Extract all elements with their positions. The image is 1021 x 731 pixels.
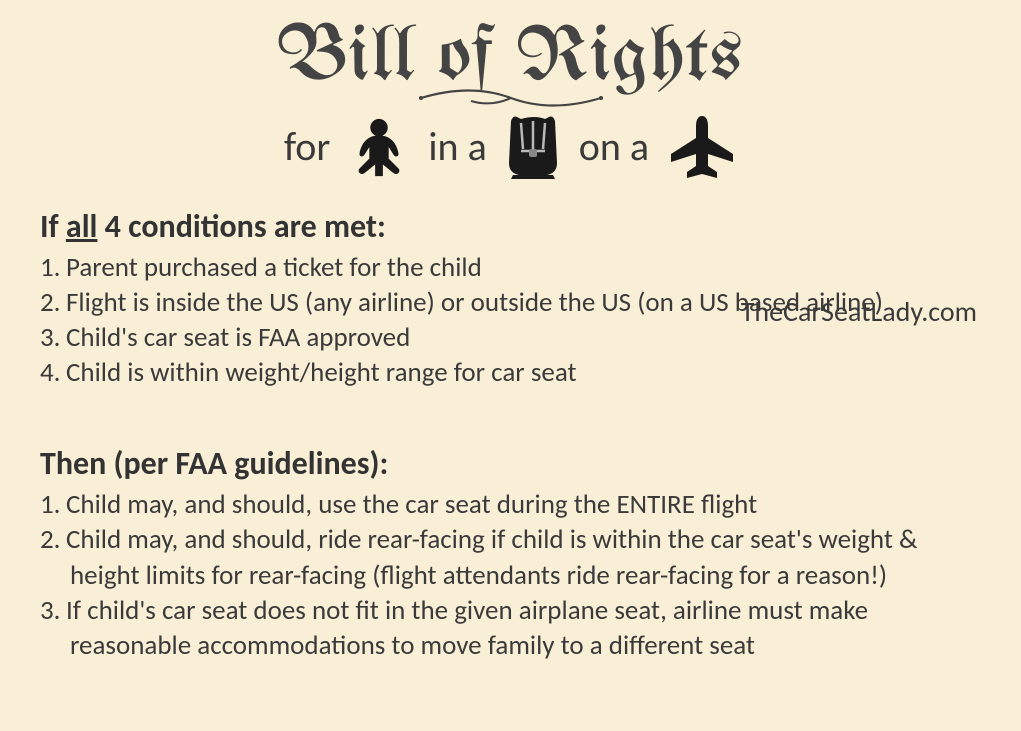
guidelines-list: 1.Child may, and should, use the car sea… (40, 487, 981, 662)
cond-item-3: Child's car seat is FAA approved (66, 321, 410, 354)
list-item: 1.Child may, and should, use the car sea… (40, 487, 981, 522)
title-text: Bill of Rights (278, 18, 744, 99)
list-item: 4.Child is within weight/height range fo… (40, 355, 981, 390)
subtitle-in-a: in a (428, 127, 486, 167)
conditions-heading: If all 4 conditions are met: (40, 207, 981, 246)
list-item: 3.If child's car seat does not fit in th… (40, 593, 981, 663)
cond-heading-underlined: all (66, 207, 98, 246)
cond-heading-prefix: If (40, 207, 66, 246)
cond-item-1: Parent purchased a ticket for the child (66, 251, 482, 284)
baby-icon (348, 116, 410, 178)
airplane-icon (667, 114, 737, 180)
subtitle-on-a: on a (579, 127, 649, 167)
carseat-icon (505, 113, 561, 181)
subtitle-for: for (284, 127, 330, 167)
guide-item-1: Child may, and should, use the car seat … (66, 488, 757, 521)
list-item: 1.Parent purchased a ticket for the chil… (40, 250, 981, 285)
guide-item-2: Child may, and should, ride rear-facing … (66, 523, 917, 591)
list-item: 2.Child may, and should, ride rear-facin… (40, 522, 981, 592)
guide-item-3: If child's car seat does not fit in the … (66, 594, 868, 662)
guidelines-heading: Then (per FAA guidelines): (40, 444, 981, 483)
website-url: TheCarSeatLady.com (741, 294, 977, 329)
page-title: Bill of Rights (0, 18, 1021, 111)
cond-item-4: Child is within weight/height range for … (66, 356, 577, 389)
cond-heading-suffix: 4 conditions are met: (97, 207, 385, 246)
guidelines-section: Then (per FAA guidelines): 1.Child may, … (40, 444, 981, 662)
subtitle-row: for in a on a (0, 113, 1021, 181)
